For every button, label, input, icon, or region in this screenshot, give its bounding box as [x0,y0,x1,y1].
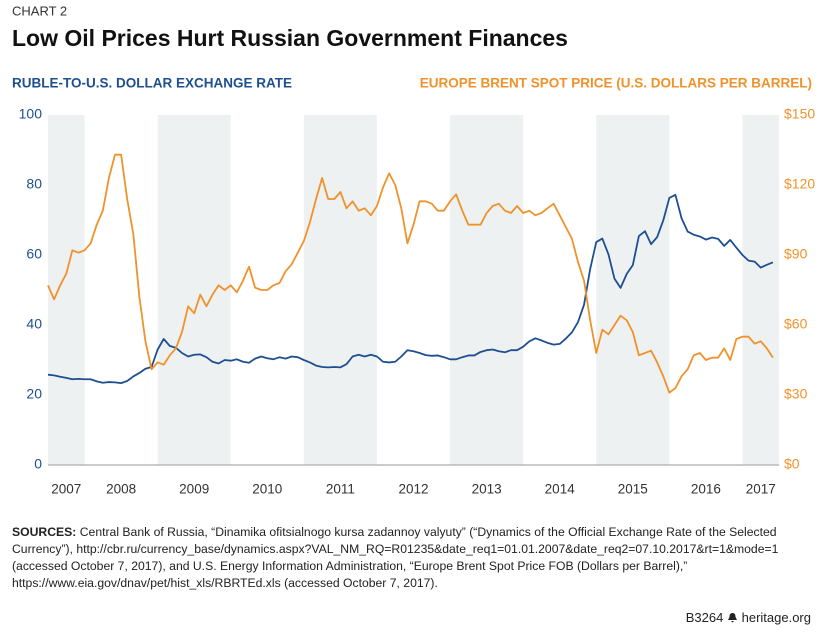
x-tick-label: 2007 [51,482,81,497]
x-tick-label: 2014 [545,482,576,497]
x-tick-label: 2017 [746,482,776,497]
y2-tick-label: $30 [784,386,808,402]
y-tick-label: 40 [26,316,42,332]
sources-label: SOURCES: [12,525,77,539]
chart-title: Low Oil Prices Hurt Russian Government F… [12,25,568,51]
sources-text: Central Bank of Russia, “Dinamika ofitsi… [12,525,779,590]
x-tick-label: 2010 [252,482,282,497]
x-tick-label: 2009 [179,482,209,497]
y-tick-label: 80 [26,176,42,192]
y2-tick-label: $0 [784,456,800,472]
x-tick-label: 2011 [326,482,355,497]
y2-tick-label: $60 [784,316,808,332]
year-band [48,115,85,465]
y2-tick-label: $120 [784,176,815,192]
y2-tick-label: $90 [784,246,808,262]
footer: B3264 heritage.org [686,610,811,625]
y2-tick-label: $150 [784,106,815,122]
year-bands: 2007 2008 2009 2010 2011 2012 2013 2014 2015 2016… [48,115,779,497]
year-band [450,115,524,465]
sources: SOURCES: Central Bank of Russia, “Dinami… [12,524,812,592]
y-tick-label: 100 [19,106,43,122]
year-band [596,115,670,465]
plot: 0 20 40 60 80 100 $0 $30 $60 $90 $120 $150 [19,106,816,472]
series-line [47,193,774,384]
report-id: B3264 [685,610,724,625]
bell-icon [727,613,737,623]
x-tick-label: 2015 [618,482,648,497]
y-axis-title: RUBLE-TO-U.S. DOLLAR EXCHANGE RATE [12,76,292,91]
y-tick-label: 60 [26,246,42,262]
year-band [303,115,377,465]
year-band [742,115,779,465]
x-tick-label: 2013 [472,482,502,497]
series-line [47,153,774,394]
year-band [157,115,231,465]
x-tick-label: 2016 [691,482,721,497]
x-tick-label: 2012 [398,482,428,497]
y-tick-label: 20 [26,386,42,402]
y2-axis-title: EUROPE BRENT SPOT PRICE (U.S. DOLLARS PE… [420,76,812,91]
site: heritage.org [741,610,811,625]
y-tick-label: 0 [34,456,42,472]
chart-kicker: CHART 2 [12,3,67,18]
x-tick-label: 2008 [106,482,136,497]
